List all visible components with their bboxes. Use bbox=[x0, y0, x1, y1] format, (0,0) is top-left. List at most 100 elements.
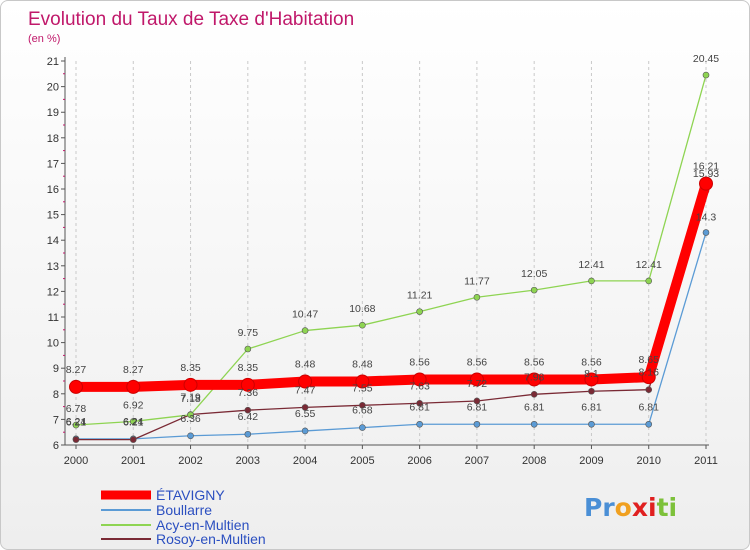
series-group bbox=[69, 71, 713, 443]
y-tick-label: 7 bbox=[53, 414, 59, 426]
data-label: 6.81 bbox=[409, 401, 430, 413]
data-label: 6.42 bbox=[238, 411, 259, 423]
logo-letter: i bbox=[648, 493, 657, 522]
y-tick-label: 10 bbox=[47, 338, 59, 350]
y-tick-label: 21 bbox=[47, 56, 59, 68]
data-point bbox=[244, 406, 252, 414]
data-point bbox=[187, 411, 194, 419]
data-label: 12.41 bbox=[636, 259, 662, 271]
x-tick-label: 2008 bbox=[522, 455, 546, 467]
logo-letter: P bbox=[584, 493, 602, 522]
data-label: 6.21 bbox=[123, 417, 144, 429]
logo-letter: o bbox=[615, 493, 632, 522]
data-point bbox=[416, 308, 423, 315]
axes: 6 7 8 9 10 11 12 13 14 15 16 17 18 19 20 21 2000 2001 2002… bbox=[47, 56, 718, 467]
data-label: 8.48 bbox=[295, 359, 316, 371]
series-line--tavigny bbox=[76, 182, 711, 392]
data-point bbox=[244, 345, 252, 353]
data-point bbox=[702, 229, 710, 236]
y-tick-label: 11 bbox=[48, 312, 59, 324]
y-tick-label: 13 bbox=[47, 261, 59, 273]
data-point bbox=[416, 420, 423, 428]
data-label: 12.05 bbox=[521, 268, 547, 280]
data-label: 9.75 bbox=[238, 327, 259, 339]
x-tick-label: 2009 bbox=[579, 455, 603, 467]
data-point bbox=[301, 404, 309, 411]
data-point bbox=[187, 432, 194, 440]
data-point bbox=[702, 71, 710, 79]
data-labels: 8.27 8.27 8.35 8.35 8.48 8.48 8.56 8.56 8.56 8.56… bbox=[66, 53, 720, 429]
data-point bbox=[72, 436, 80, 443]
data-label: 8.16 bbox=[639, 367, 660, 379]
data-label: 14.3 bbox=[696, 212, 717, 224]
data-label: 6.81 bbox=[467, 401, 488, 413]
data-point bbox=[527, 372, 542, 387]
x-tick-label: 2002 bbox=[178, 455, 202, 467]
data-label: 8.65 bbox=[639, 354, 660, 366]
data-label: 6.24 bbox=[123, 416, 144, 428]
data-point bbox=[469, 372, 484, 387]
x-tick-label: 2006 bbox=[407, 455, 431, 467]
data-label: 6.92 bbox=[123, 399, 144, 411]
data-label: 6.24 bbox=[66, 416, 87, 428]
y-tick-label: 9 bbox=[53, 363, 59, 375]
x-tick-label: 2001 bbox=[121, 455, 145, 467]
data-label: 6.36 bbox=[180, 413, 201, 425]
x-tick-label: 2005 bbox=[350, 455, 374, 467]
data-label: 8.27 bbox=[123, 364, 144, 376]
data-point bbox=[183, 377, 198, 392]
series-line-boullarre bbox=[76, 232, 707, 440]
x-tick-label: 2007 bbox=[465, 455, 489, 467]
data-point bbox=[298, 374, 313, 389]
data-label: 8.56 bbox=[581, 356, 602, 368]
data-point bbox=[530, 286, 538, 294]
data-label: 6.81 bbox=[639, 401, 660, 413]
data-point bbox=[301, 327, 309, 334]
data-point bbox=[129, 436, 137, 443]
data-point bbox=[355, 374, 370, 389]
data-label: 20.45 bbox=[693, 53, 719, 65]
data-point bbox=[584, 372, 599, 387]
data-point bbox=[412, 372, 427, 387]
data-label: 8.56 bbox=[524, 356, 545, 368]
data-label: 8.27 bbox=[66, 364, 87, 376]
legend-label: Boullarre bbox=[156, 502, 212, 518]
data-point bbox=[244, 430, 252, 438]
data-point bbox=[359, 402, 366, 409]
y-tick-label: 17 bbox=[47, 158, 59, 170]
data-label: 16.21 bbox=[693, 161, 719, 173]
logo-letter: t bbox=[657, 493, 669, 522]
data-label: 7.36 bbox=[238, 387, 259, 399]
data-point bbox=[69, 379, 83, 394]
y-tick-label: 14 bbox=[47, 235, 59, 247]
y-tick-label: 19 bbox=[47, 107, 59, 119]
chart-subtitle: (en %) bbox=[28, 33, 60, 45]
data-label: 7.47 bbox=[295, 384, 316, 396]
data-label: 7.98 bbox=[524, 371, 545, 383]
data-point bbox=[129, 418, 137, 425]
data-point bbox=[588, 277, 595, 285]
data-point bbox=[126, 379, 141, 394]
x-tick-label: 2000 bbox=[64, 455, 88, 467]
data-label: 10.68 bbox=[349, 303, 375, 315]
data-point bbox=[588, 420, 595, 428]
logo-letter: r bbox=[602, 493, 615, 522]
x-tick-label: 2004 bbox=[293, 455, 317, 467]
data-label: 11.21 bbox=[407, 290, 433, 302]
data-label: 7.72 bbox=[467, 378, 488, 390]
data-point bbox=[240, 377, 255, 392]
data-label: 6.55 bbox=[295, 408, 316, 420]
data-label: 6.68 bbox=[352, 405, 373, 417]
data-point bbox=[301, 427, 309, 435]
data-point bbox=[359, 321, 366, 329]
legend-label: Acy-en-Multien bbox=[156, 517, 249, 533]
data-label: 6.81 bbox=[524, 401, 545, 413]
data-label: 7.63 bbox=[409, 380, 430, 392]
data-point bbox=[645, 277, 653, 285]
data-label: 6.78 bbox=[66, 403, 87, 415]
data-point bbox=[72, 421, 80, 429]
data-point bbox=[473, 293, 481, 301]
data-point bbox=[645, 420, 653, 428]
